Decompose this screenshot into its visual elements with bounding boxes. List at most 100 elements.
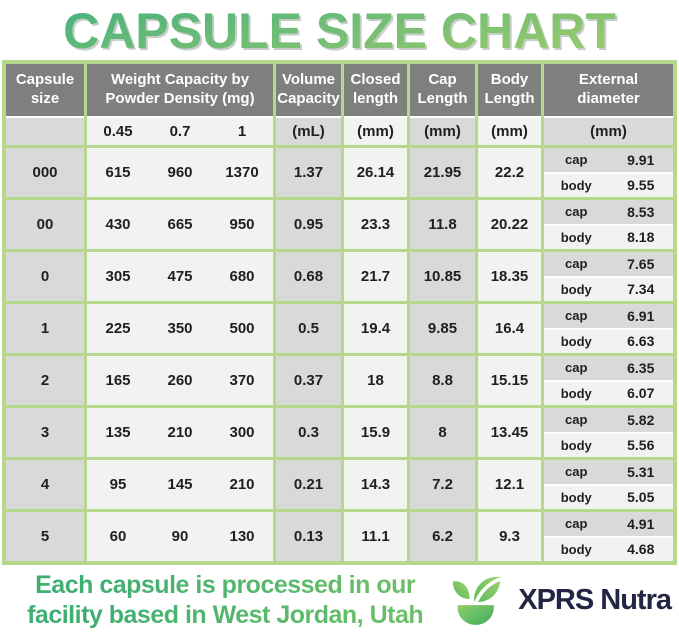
body-label: body	[560, 541, 592, 557]
body-diameter: 5.56	[627, 437, 655, 454]
brand-logo: XPRS Nutra	[446, 572, 672, 630]
cell-body-length: 22.2	[478, 148, 541, 197]
table-row: 2 165 260 370 0.37 18 8.8 15.15 cap 6.35…	[6, 356, 673, 405]
cell-body-length: 20.22	[478, 200, 541, 249]
cell-size: 2	[6, 356, 84, 405]
cell-external-diameter: cap 8.53 body 8.18	[544, 200, 673, 249]
weight-1: 500	[229, 320, 255, 337]
header-body-line2: Length	[484, 90, 535, 107]
external-body-row: body 6.63	[544, 329, 673, 353]
external-cap-row: cap 8.53	[544, 200, 673, 224]
cell-size: 5	[6, 512, 84, 561]
cell-closed-length: 21.7	[344, 252, 407, 301]
column-closed-length: Closed length (mm)	[344, 64, 407, 145]
cap-diameter: 5.82	[627, 411, 655, 428]
external-cap-row: cap 9.91	[544, 148, 673, 172]
header-body-length: Body Length	[478, 64, 541, 116]
cell-external-diameter: cap 4.91 body 4.68	[544, 512, 673, 561]
cell-closed-length: 11.1	[344, 512, 407, 561]
external-cap-row: cap 6.91	[544, 304, 673, 328]
table-header-row: Capsule size Weight Capacity by Powder D…	[6, 64, 673, 145]
body-label: body	[560, 489, 592, 505]
header-cap-line1: Cap	[428, 71, 457, 89]
cap-label: cap	[565, 360, 588, 376]
header-external-line2: diameter	[577, 90, 640, 107]
cap-label: cap	[565, 204, 588, 220]
cell-size: 0	[6, 252, 84, 301]
cell-volume: 0.21	[276, 460, 341, 509]
cell-cap-length: 9.85	[410, 304, 475, 353]
density-07: 0.7	[169, 123, 191, 140]
table-row: 00 430 665 950 0.95 23.3 11.8 20.22 cap …	[6, 200, 673, 249]
cell-body-length: 13.45	[478, 408, 541, 457]
weight-045: 95	[109, 476, 127, 493]
cell-weights: 430 665 950	[87, 200, 273, 249]
cell-external-diameter: cap 6.91 body 6.63	[544, 304, 673, 353]
cell-size: 3	[6, 408, 84, 457]
weight-045: 305	[105, 268, 131, 285]
weight-045: 60	[109, 528, 127, 545]
leaf-bowl-icon	[453, 576, 501, 625]
header-closed-length: Closed length	[344, 64, 407, 116]
header-volume-capacity: Volume Capacity	[276, 64, 341, 116]
cap-label: cap	[565, 516, 588, 532]
table-row: 5 60 90 130 0.13 11.1 6.2 9.3 cap 4.91 b…	[6, 512, 673, 561]
cell-size: 4	[6, 460, 84, 509]
subheader-capsule-size-blank	[6, 118, 84, 145]
cap-diameter: 9.91	[627, 151, 655, 168]
weight-07: 210	[167, 424, 193, 441]
cell-cap-length: 11.8	[410, 200, 475, 249]
weight-1: 210	[229, 476, 255, 493]
cell-closed-length: 19.4	[344, 304, 407, 353]
cell-cap-length: 8	[410, 408, 475, 457]
cell-volume: 0.95	[276, 200, 341, 249]
weight-045: 430	[105, 216, 131, 233]
cap-diameter: 4.91	[627, 515, 655, 532]
body-label: body	[560, 177, 592, 193]
subheader-closed-unit: (mm)	[344, 118, 407, 145]
external-body-row: body 4.68	[544, 537, 673, 561]
footer-note-line1: Each capsule is processed in our	[35, 571, 416, 599]
column-body-length: Body Length (mm)	[478, 64, 541, 145]
cell-closed-length: 23.3	[344, 200, 407, 249]
subheader-densities: 0.45 0.7 1	[87, 118, 273, 145]
header-external-line1: External	[578, 71, 639, 89]
weight-045: 615	[105, 164, 131, 181]
cap-diameter: 7.65	[627, 255, 655, 272]
cell-body-length: 16.4	[478, 304, 541, 353]
header-closed-line1: Closed	[350, 71, 401, 89]
cell-closed-length: 26.14	[344, 148, 407, 197]
external-body-row: body 9.55	[544, 173, 673, 197]
cell-body-length: 9.3	[478, 512, 541, 561]
weight-07: 665	[167, 216, 193, 233]
header-volume-line2: Capacity	[277, 90, 340, 107]
external-cap-row: cap 6.35	[544, 356, 673, 380]
table-row: 0 305 475 680 0.68 21.7 10.85 18.35 cap …	[6, 252, 673, 301]
cell-external-diameter: cap 9.91 body 9.55	[544, 148, 673, 197]
density-045: 0.45	[103, 123, 133, 140]
cell-volume: 1.37	[276, 148, 341, 197]
cell-cap-length: 21.95	[410, 148, 475, 197]
body-diameter: 8.18	[627, 229, 655, 246]
cell-cap-length: 10.85	[410, 252, 475, 301]
body-label: body	[560, 229, 592, 245]
external-body-row: body 7.34	[544, 277, 673, 301]
cell-external-diameter: cap 6.35 body 6.07	[544, 356, 673, 405]
external-body-row: body 5.56	[544, 433, 673, 457]
cell-external-diameter: cap 7.65 body 7.34	[544, 252, 673, 301]
cell-weights: 95 145 210	[87, 460, 273, 509]
body-diameter: 4.68	[627, 541, 655, 558]
weight-1: 370	[229, 372, 255, 389]
cell-cap-length: 8.8	[410, 356, 475, 405]
cell-weights: 135 210 300	[87, 408, 273, 457]
body-diameter: 7.34	[627, 281, 655, 298]
cap-label: cap	[565, 464, 588, 480]
external-body-row: body 6.07	[544, 381, 673, 405]
column-external-diameter: External diameter (mm)	[544, 64, 673, 145]
cell-weights: 60 90 130	[87, 512, 273, 561]
header-cap-line2: Length	[417, 90, 468, 107]
table-row: 3 135 210 300 0.3 15.9 8 13.45 cap 5.82 …	[6, 408, 673, 457]
cell-external-diameter: cap 5.31 body 5.05	[544, 460, 673, 509]
density-1: 1	[237, 123, 247, 140]
